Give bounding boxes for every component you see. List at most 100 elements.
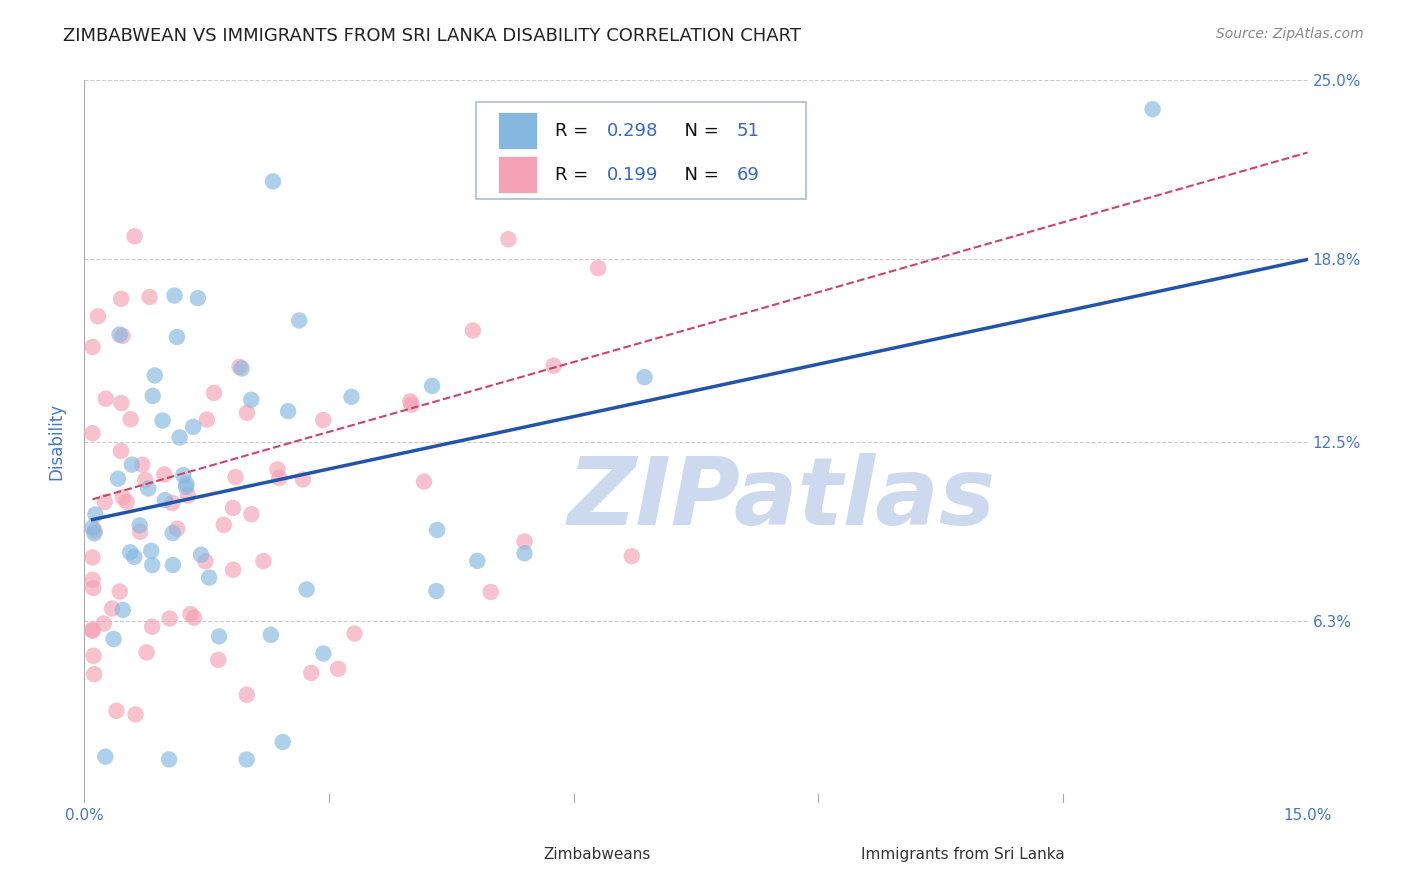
Point — [425, 584, 447, 599]
Point — [228, 359, 250, 374]
Text: R =: R = — [555, 166, 595, 184]
Point — [479, 585, 502, 599]
Point — [82, 550, 104, 565]
Point — [222, 563, 245, 577]
Point — [105, 704, 128, 718]
Point — [111, 603, 134, 617]
Point — [83, 526, 105, 541]
Point — [141, 558, 163, 573]
Point — [166, 330, 188, 344]
Point — [152, 413, 174, 427]
Point — [124, 707, 146, 722]
Point — [240, 392, 263, 407]
Point — [513, 534, 536, 549]
Text: 69: 69 — [737, 166, 759, 184]
Point — [138, 290, 160, 304]
Point — [177, 489, 200, 503]
FancyBboxPatch shape — [494, 838, 533, 871]
Point — [231, 361, 253, 376]
Point — [343, 626, 366, 640]
Point — [212, 517, 235, 532]
Point — [141, 544, 163, 558]
Point — [166, 522, 188, 536]
Point — [107, 472, 129, 486]
Point — [586, 261, 609, 276]
Point — [162, 558, 184, 572]
Text: ZIMBABWEAN VS IMMIGRANTS FROM SRI LANKA DISABILITY CORRELATION CHART: ZIMBABWEAN VS IMMIGRANTS FROM SRI LANKA … — [63, 27, 801, 45]
Point — [543, 359, 565, 373]
Point — [131, 458, 153, 472]
Point — [299, 665, 322, 680]
Text: 0.199: 0.199 — [606, 166, 658, 184]
Point — [82, 521, 104, 535]
Point — [399, 394, 422, 409]
Text: N =: N = — [672, 166, 724, 184]
Point — [498, 232, 520, 246]
FancyBboxPatch shape — [475, 102, 806, 200]
Point — [83, 524, 105, 538]
Point — [82, 340, 104, 354]
Point — [94, 392, 117, 406]
Point — [620, 549, 643, 563]
Point — [183, 611, 205, 625]
FancyBboxPatch shape — [498, 155, 537, 194]
Point — [143, 368, 166, 383]
Point — [288, 313, 311, 327]
Point — [83, 648, 105, 663]
Point — [312, 647, 335, 661]
Point — [128, 518, 150, 533]
Point — [141, 620, 163, 634]
Point — [87, 310, 110, 324]
Point — [135, 645, 157, 659]
Point — [142, 389, 165, 403]
Point — [266, 462, 288, 476]
Point — [163, 288, 186, 302]
Point — [82, 623, 104, 637]
Point — [262, 174, 284, 188]
Point — [240, 507, 263, 521]
Point — [103, 632, 125, 646]
Point — [633, 370, 655, 384]
Point — [110, 444, 132, 458]
Point — [82, 426, 104, 441]
Point — [208, 629, 231, 643]
Point — [195, 412, 218, 426]
Point — [176, 477, 198, 491]
Point — [129, 524, 152, 539]
Point — [292, 472, 315, 486]
Text: ZIPatlas: ZIPatlas — [568, 453, 995, 545]
Point — [269, 471, 291, 485]
Point — [108, 327, 131, 342]
Point — [94, 495, 117, 509]
Point — [295, 582, 318, 597]
Point — [121, 458, 143, 472]
Point — [252, 554, 274, 568]
Point — [222, 500, 245, 515]
Point — [194, 554, 217, 568]
Point — [187, 291, 209, 305]
Point — [277, 404, 299, 418]
FancyBboxPatch shape — [498, 112, 537, 149]
Y-axis label: Disability: Disability — [48, 403, 66, 480]
Point — [82, 581, 104, 595]
Point — [153, 467, 176, 482]
FancyBboxPatch shape — [813, 838, 851, 871]
Point — [124, 229, 146, 244]
Point — [162, 526, 184, 541]
Point — [198, 571, 221, 585]
Text: Immigrants from Sri Lanka: Immigrants from Sri Lanka — [860, 847, 1064, 863]
Text: R =: R = — [555, 122, 595, 140]
Point — [108, 584, 131, 599]
Point — [179, 607, 201, 621]
Point — [236, 688, 259, 702]
Text: N =: N = — [672, 122, 724, 140]
Point — [82, 624, 104, 638]
Point — [120, 545, 142, 559]
Point — [340, 390, 363, 404]
Point — [513, 546, 536, 560]
Point — [82, 573, 104, 587]
Point — [157, 752, 180, 766]
Point — [235, 752, 257, 766]
Point — [461, 323, 484, 337]
Point — [136, 482, 159, 496]
